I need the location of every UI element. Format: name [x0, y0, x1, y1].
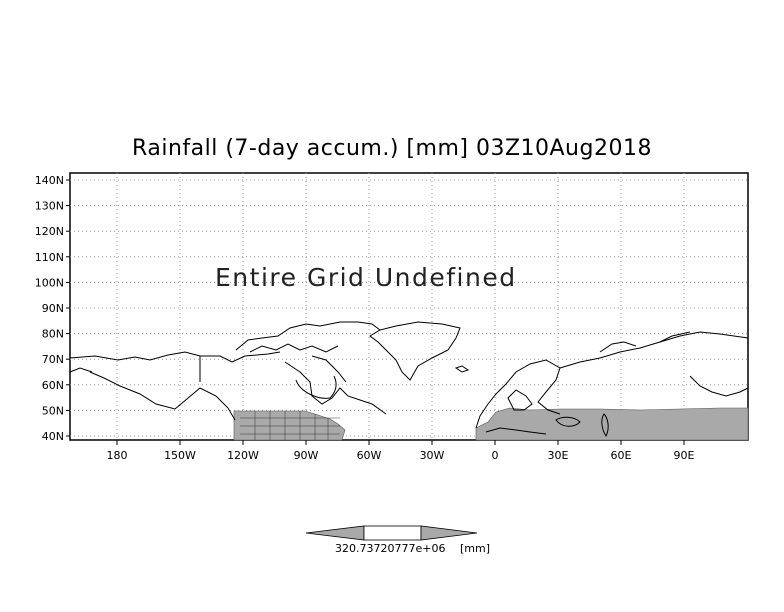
colorbar-units: [mm] [460, 542, 491, 555]
lon-label: 30W [420, 449, 445, 462]
lon-label: 120W [227, 449, 259, 462]
colorbar [305, 525, 478, 541]
map-title: Rainfall (7-day accum.) [mm] 03Z10Aug201… [132, 136, 652, 161]
state-boundaries [240, 411, 340, 440]
colorbar-value-labels: 320.73720777e+06 [335, 542, 446, 555]
map-frame [69, 172, 749, 441]
lon-label: 60W [357, 449, 382, 462]
latitude-ticks: 140N 130N 120N 110N 100N 90N 80N 70N 60N 50N 40N [35, 174, 70, 443]
lat-label: 140N [35, 174, 64, 187]
lat-label: 80N [42, 328, 64, 341]
lat-label: 70N [42, 353, 64, 366]
coastlines [69, 321, 749, 437]
lat-label: 60N [42, 379, 64, 392]
lon-label: 30E [548, 449, 569, 462]
colorbar-left-arrow [305, 525, 365, 541]
colorbar-right-arrow [420, 525, 478, 541]
lon-label: 180 [107, 449, 128, 462]
longitude-ticks: 180 150W 120W 90W 60W 30W 0 30E 60E 90E [107, 440, 695, 462]
lat-label: 100N [35, 276, 64, 289]
lon-label: 60E [611, 449, 632, 462]
lat-label: 130N [35, 200, 64, 213]
lat-label: 120N [35, 225, 64, 238]
lon-label: 90W [294, 449, 319, 462]
lon-label: 150W [164, 449, 196, 462]
lat-label: 50N [42, 404, 64, 417]
shade-europe [475, 407, 749, 441]
grid-undefined-message: Entire Grid Undefined [215, 263, 517, 292]
lat-label: 40N [42, 430, 64, 443]
lat-label: 90N [42, 302, 64, 315]
lat-label: 110N [35, 251, 64, 264]
lon-label: 0 [492, 449, 499, 462]
lon-label: 90E [674, 449, 695, 462]
colorbar-center-box [363, 525, 422, 541]
